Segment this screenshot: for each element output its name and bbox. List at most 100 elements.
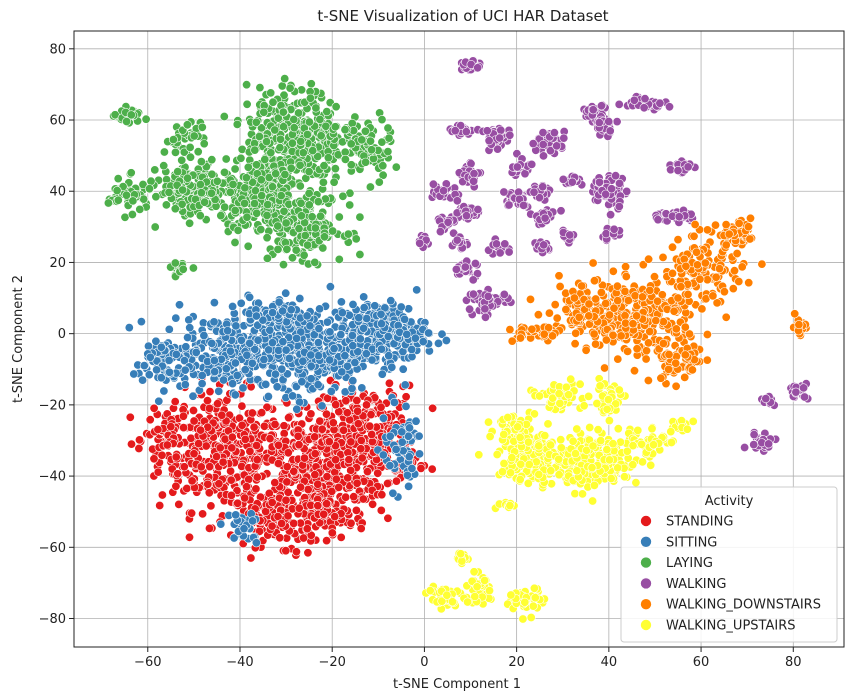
- data-point: [367, 429, 377, 439]
- data-point: [242, 482, 252, 492]
- data-point: [274, 297, 284, 307]
- data-point: [300, 231, 310, 241]
- data-point: [377, 369, 387, 379]
- data-point: [213, 399, 223, 409]
- data-point: [184, 315, 194, 325]
- data-point: [313, 501, 323, 511]
- data-point: [103, 198, 113, 208]
- data-point: [614, 202, 624, 212]
- data-point: [339, 425, 349, 435]
- data-point: [256, 225, 266, 235]
- data-point: [737, 262, 747, 272]
- data-point: [289, 115, 299, 125]
- data-point: [186, 152, 196, 162]
- data-point: [267, 182, 277, 192]
- data-point: [171, 313, 181, 323]
- data-point: [621, 262, 631, 272]
- data-point: [259, 355, 269, 365]
- data-point: [183, 173, 193, 183]
- data-point: [185, 532, 195, 542]
- data-point: [605, 126, 615, 136]
- data-point: [559, 133, 569, 143]
- data-point: [216, 519, 226, 529]
- data-point: [744, 278, 754, 288]
- data-point: [376, 319, 386, 329]
- data-point: [714, 264, 724, 274]
- data-point: [620, 286, 630, 296]
- data-point: [197, 379, 207, 389]
- data-point: [226, 466, 236, 476]
- data-point: [734, 276, 744, 286]
- data-point: [188, 263, 198, 273]
- data-point: [156, 342, 166, 352]
- data-point: [384, 351, 394, 361]
- data-point: [279, 421, 289, 431]
- data-point: [187, 476, 197, 486]
- data-point: [128, 196, 138, 206]
- data-point: [129, 369, 139, 379]
- data-point: [540, 213, 550, 223]
- data-point: [608, 266, 618, 276]
- data-point: [261, 379, 271, 389]
- data-point: [683, 289, 693, 299]
- data-point: [215, 443, 225, 453]
- data-point: [280, 170, 290, 180]
- data-point: [214, 386, 224, 396]
- data-point: [317, 424, 327, 434]
- data-point: [281, 288, 291, 298]
- data-point: [245, 292, 255, 302]
- data-point: [515, 333, 525, 343]
- data-point: [504, 200, 514, 210]
- data-point: [539, 240, 549, 250]
- data-point: [353, 419, 363, 429]
- data-point: [292, 404, 302, 414]
- data-point: [680, 372, 690, 382]
- data-point: [298, 356, 308, 366]
- data-point: [251, 538, 261, 548]
- data-point: [402, 329, 412, 339]
- data-point: [397, 437, 407, 447]
- data-point: [385, 461, 395, 471]
- data-point: [347, 330, 357, 340]
- data-point: [480, 304, 490, 314]
- data-point: [228, 379, 238, 389]
- data-point: [414, 431, 424, 441]
- data-point: [401, 392, 411, 402]
- data-point: [330, 122, 340, 132]
- data-point: [470, 258, 480, 268]
- data-point: [270, 478, 280, 488]
- data-point: [500, 239, 510, 249]
- data-point: [306, 79, 316, 89]
- data-point: [185, 218, 195, 228]
- data-point: [197, 122, 207, 132]
- data-point: [144, 370, 154, 380]
- data-point: [250, 344, 260, 354]
- data-points: [103, 56, 813, 624]
- data-point: [171, 452, 181, 462]
- data-point: [261, 506, 271, 516]
- data-point: [621, 271, 631, 281]
- data-point: [591, 339, 601, 349]
- data-point: [207, 169, 217, 179]
- data-point: [346, 139, 356, 149]
- data-point: [281, 218, 291, 228]
- data-point: [219, 112, 229, 122]
- data-point: [671, 358, 681, 368]
- data-point: [327, 486, 337, 496]
- data-point: [232, 119, 242, 129]
- data-point: [629, 95, 639, 105]
- data-point: [323, 153, 333, 163]
- data-point: [284, 413, 294, 423]
- data-point: [507, 336, 517, 346]
- data-point: [194, 439, 204, 449]
- data-point: [443, 217, 453, 227]
- data-point: [391, 476, 401, 486]
- data-point: [666, 165, 676, 175]
- data-point: [276, 191, 286, 201]
- data-point: [305, 321, 315, 331]
- data-point: [262, 137, 272, 147]
- data-point: [499, 187, 509, 197]
- data-point: [616, 331, 626, 341]
- data-point: [377, 490, 387, 500]
